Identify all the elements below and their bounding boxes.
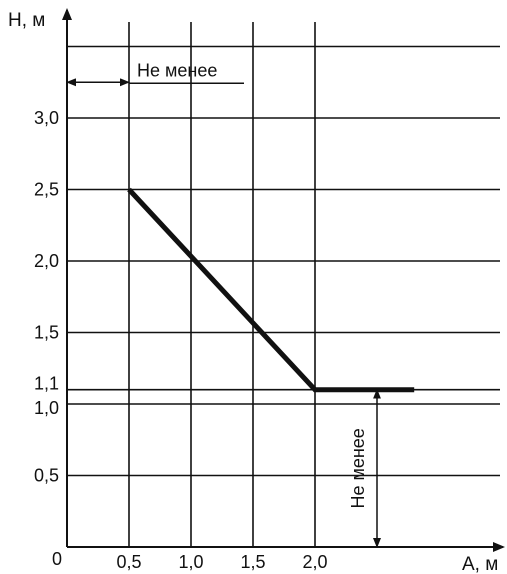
y-tick-label: 3,0	[34, 108, 59, 128]
y-axis-label: H, м	[8, 10, 45, 31]
x-axis-label: A, м	[462, 554, 498, 574]
y-tick-label: 2,5	[34, 180, 59, 200]
annotations: Не менее Не менее	[66, 60, 381, 548]
x-tick-label: 0,5	[116, 552, 141, 572]
y-tick-labels: 0,5 1,0 1,1 1,5 2,0 2,5 3,0	[34, 108, 59, 486]
x-tick-label: 1,0	[178, 552, 203, 572]
origin-label: 0	[52, 549, 62, 569]
horizontal-gridlines	[67, 45, 500, 477]
x-tick-label: 2,0	[302, 552, 327, 572]
y-tick-label: 1,0	[34, 398, 59, 418]
annotation-label: Не менее	[137, 60, 217, 80]
y-tick-label: 0,5	[34, 466, 59, 486]
series-line	[127, 187, 415, 393]
y-tick-label: 1,1	[34, 374, 59, 394]
x-tick-label: 1,5	[240, 552, 265, 572]
annotation-label: Не менее	[348, 428, 368, 508]
y-tick-label: 1,5	[34, 323, 59, 343]
vertical-gridlines	[128, 22, 316, 547]
x-tick-labels: 0,5 1,0 1,5 2,0	[116, 552, 327, 572]
data-series	[127, 187, 415, 393]
y-tick-label: 2,0	[34, 251, 59, 271]
